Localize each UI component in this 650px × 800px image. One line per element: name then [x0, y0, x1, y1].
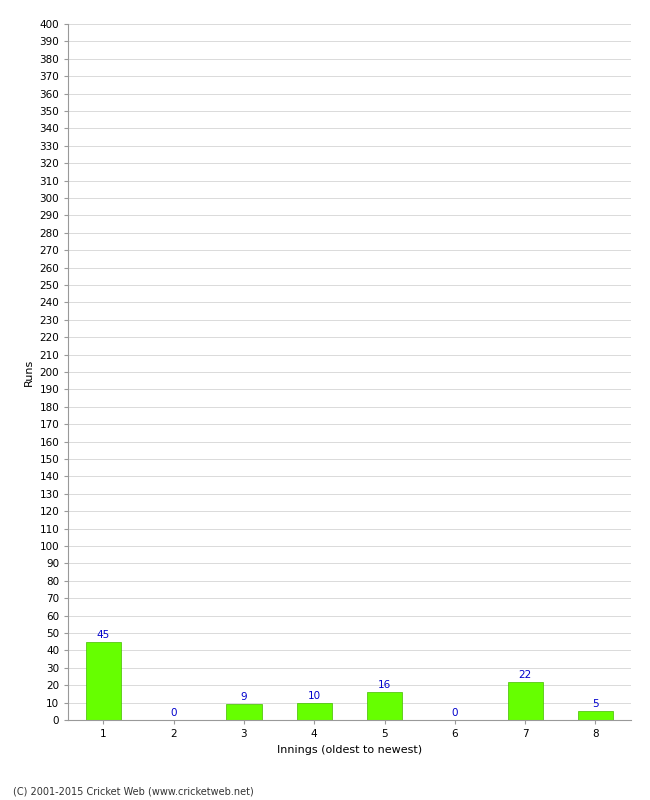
Text: 5: 5	[592, 699, 599, 710]
Bar	[296, 702, 332, 720]
Text: 0: 0	[452, 708, 458, 718]
Text: 22: 22	[519, 670, 532, 680]
Text: 9: 9	[240, 692, 247, 702]
X-axis label: Innings (oldest to newest): Innings (oldest to newest)	[277, 745, 422, 754]
Bar	[578, 711, 613, 720]
Text: 16: 16	[378, 680, 391, 690]
Bar	[367, 692, 402, 720]
Text: 10: 10	[307, 690, 321, 701]
Text: (C) 2001-2015 Cricket Web (www.cricketweb.net): (C) 2001-2015 Cricket Web (www.cricketwe…	[13, 786, 254, 796]
Bar	[226, 704, 261, 720]
Bar	[86, 642, 121, 720]
Text: 45: 45	[97, 630, 110, 640]
Y-axis label: Runs: Runs	[24, 358, 34, 386]
Bar	[508, 682, 543, 720]
Text: 0: 0	[170, 708, 177, 718]
